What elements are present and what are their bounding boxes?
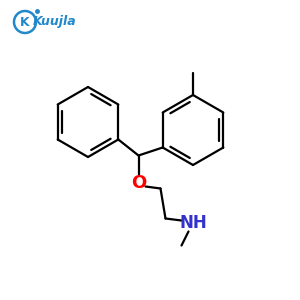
Text: Kuujla: Kuujla [33,14,77,28]
Text: NH: NH [180,214,207,232]
Text: O: O [131,175,146,193]
Text: K: K [20,16,30,28]
